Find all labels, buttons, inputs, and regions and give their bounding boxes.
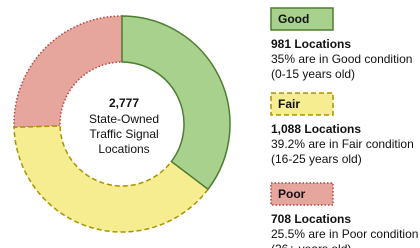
- legend-box: [270, 182, 334, 206]
- donut-segment: [13, 15, 123, 129]
- donut-segment: [13, 125, 210, 233]
- description: 25.5% are in Poor condition: [271, 227, 418, 241]
- age-range: (26+ years old): [271, 242, 351, 248]
- center-label: State-Owned: [89, 112, 159, 126]
- legend-box: [270, 92, 334, 116]
- legend-label: Poor: [278, 187, 306, 201]
- age-range: (0-15 years old): [271, 67, 355, 81]
- center-label: Traffic Signal: [89, 127, 158, 141]
- legend-label: Good: [278, 12, 309, 26]
- center-label: Locations: [98, 142, 149, 156]
- donut-segment: [121, 15, 231, 191]
- count-label: 981 Locations: [271, 37, 351, 51]
- center-total: 2,777: [109, 96, 139, 110]
- description: 39.2% are in Fair condition: [271, 137, 414, 151]
- count-label: 1,088 Locations: [271, 122, 361, 136]
- legend-box: [270, 7, 334, 31]
- count-label: 708 Locations: [271, 212, 351, 226]
- age-range: (16-25 years old): [271, 152, 362, 166]
- legend-label: Fair: [278, 97, 300, 111]
- description: 35% are in Good condition: [271, 52, 412, 66]
